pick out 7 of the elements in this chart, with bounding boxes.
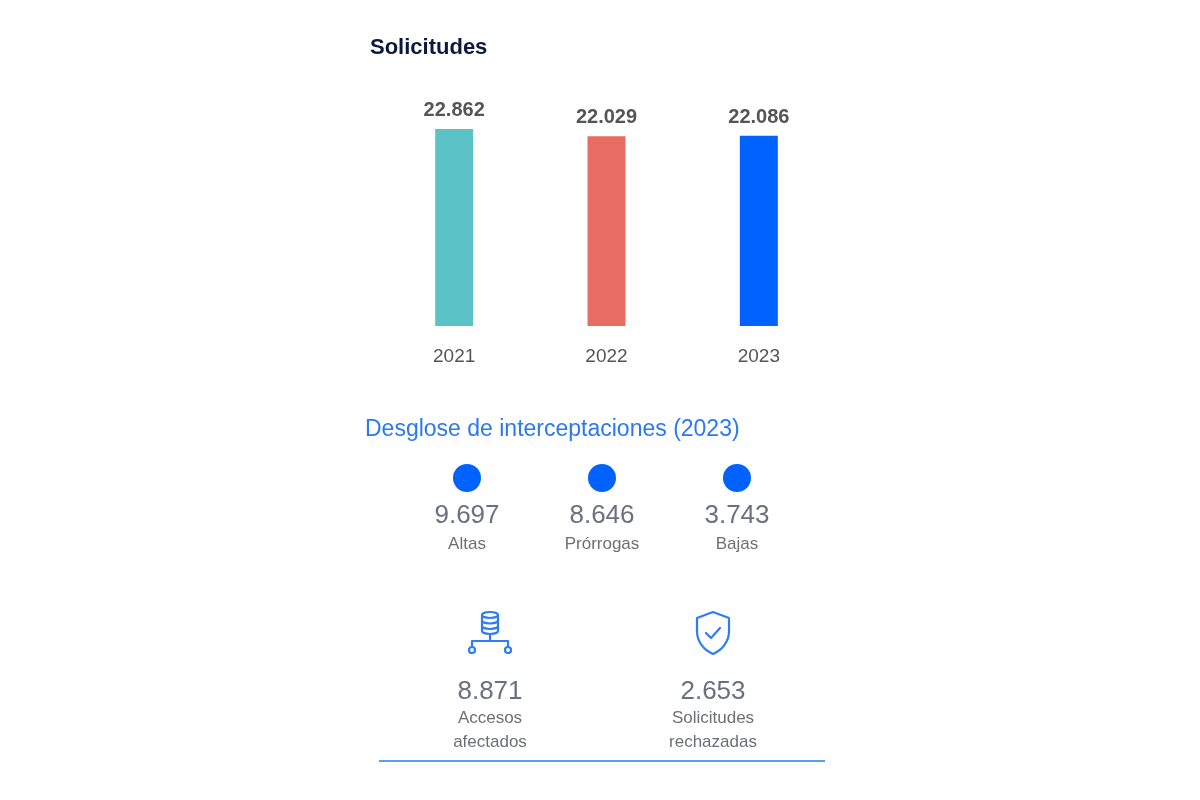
x-tick-label: 2023 (737, 345, 780, 366)
x-tick-label: 2021 (433, 345, 476, 366)
data-label: 22.029 (575, 105, 638, 128)
data-label: 22.086 (728, 104, 790, 127)
data-label: 22.862 (423, 98, 485, 120)
chart-title: Solicitudes (370, 33, 488, 59)
x-tick-label: 2022 (585, 345, 628, 366)
